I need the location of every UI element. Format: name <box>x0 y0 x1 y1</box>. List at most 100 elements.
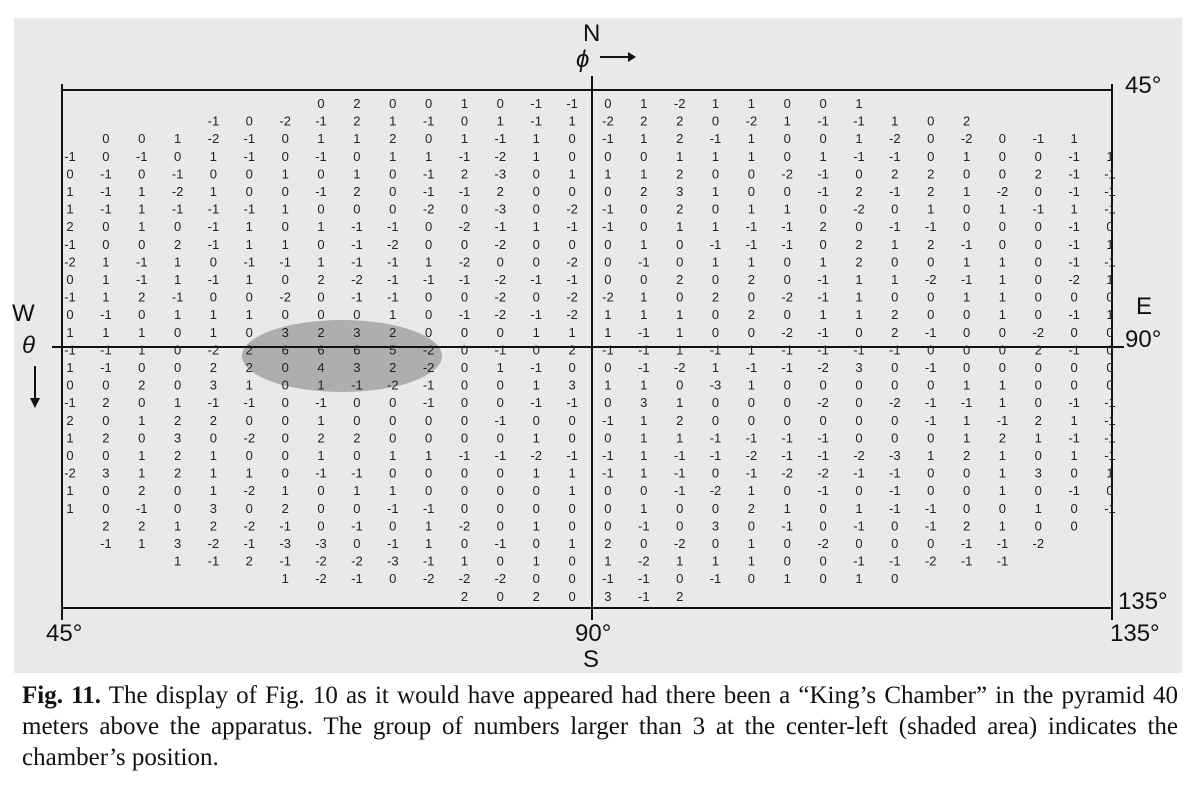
grid-number: -1 <box>674 466 686 481</box>
grid-number: -1 <box>961 536 973 551</box>
grid-number: 1 <box>891 114 898 129</box>
grid-number: 2 <box>676 166 683 181</box>
grid-number: 0 <box>425 466 432 481</box>
grid-number: 0 <box>963 325 970 340</box>
grid-number: 0 <box>891 413 898 428</box>
grid-number: 0 <box>1035 518 1042 533</box>
grid-number: 1 <box>999 290 1006 305</box>
grid-number: 0 <box>497 518 504 533</box>
grid-number: 0 <box>317 307 324 322</box>
grid-number: 0 <box>927 342 934 357</box>
grid-number: 1 <box>210 483 217 498</box>
grid-number: 0 <box>497 378 504 393</box>
grid-number: 0 <box>138 237 145 252</box>
grid-number: -1 <box>781 448 793 463</box>
grid-number: 0 <box>425 307 432 322</box>
grid-number: -1 <box>387 536 399 551</box>
grid-number: -2 <box>853 448 865 463</box>
grid-number: 0 <box>748 518 755 533</box>
grid-number: 0 <box>819 131 826 146</box>
grid-number: -2 <box>495 149 507 164</box>
grid-number: -3 <box>315 536 327 551</box>
grid-number: -1 <box>208 237 220 252</box>
grid-number: 1 <box>533 554 540 569</box>
grid-number: -1 <box>602 448 614 463</box>
grid-number: -2 <box>566 307 578 322</box>
grid-number: 1 <box>174 554 181 569</box>
grid-number: 1 <box>389 114 396 129</box>
grid-number: 1 <box>1035 430 1042 445</box>
grid-number: 0 <box>927 254 934 269</box>
grid-number: 0 <box>855 378 862 393</box>
grid-number: 0 <box>712 413 719 428</box>
grid-number: 0 <box>927 466 934 481</box>
grid-number: -2 <box>566 202 578 217</box>
grid-number: -1 <box>817 483 829 498</box>
grid-number: 1 <box>138 413 145 428</box>
grid-number: 2 <box>102 395 109 410</box>
grid-number: 1 <box>66 483 73 498</box>
grid-number: 0 <box>568 501 575 516</box>
grid-number: 2 <box>568 342 575 357</box>
grid-number: 1 <box>748 131 755 146</box>
grid-number: -1 <box>746 360 758 375</box>
grid-number: -1 <box>889 501 901 516</box>
grid-number: -1 <box>638 325 650 340</box>
grid-number: 0 <box>282 219 289 234</box>
grid-number: 0 <box>102 149 109 164</box>
grid-number: 1 <box>210 149 217 164</box>
grid-number: 1 <box>748 342 755 357</box>
grid-number: 0 <box>712 395 719 410</box>
grid-number: -1 <box>961 395 973 410</box>
grid-number: 2 <box>748 272 755 287</box>
grid-number: 2 <box>317 272 324 287</box>
figure-panel: 0 2 0 0 1 0 -1 -1 0 1 -2 1 1 0 0 1 -1 0 -2 -1 2 1 -1 0 1 -1 1 -2 2 2 0… <box>14 18 1182 673</box>
grid-number: 6 <box>317 342 324 357</box>
grid-number: 1 <box>389 448 396 463</box>
grid-number: 0 <box>676 254 683 269</box>
grid-number: 0 <box>317 501 324 516</box>
grid-number: 0 <box>461 378 468 393</box>
grid-number: 0 <box>533 571 540 586</box>
grid-number: -1 <box>530 272 542 287</box>
grid-number: 0 <box>174 219 181 234</box>
grid-number: -3 <box>279 536 291 551</box>
grid-number: -1 <box>208 554 220 569</box>
grid-number: 0 <box>784 536 791 551</box>
grid-number: 1 <box>138 219 145 234</box>
grid-number: -1 <box>423 501 435 516</box>
grid-number: 1 <box>999 272 1006 287</box>
grid-number: 1 <box>963 290 970 305</box>
grid-number: 0 <box>927 483 934 498</box>
grid-number: 0 <box>174 342 181 357</box>
grid-number: 1 <box>640 166 647 181</box>
grid-number: 1 <box>999 307 1006 322</box>
grid-number: 0 <box>784 413 791 428</box>
tick-135-bottom: 135° <box>1110 620 1160 647</box>
grid-number: 0 <box>568 589 575 604</box>
grid-number: 2 <box>1035 342 1042 357</box>
grid-number: -1 <box>997 413 1009 428</box>
grid-number: 0 <box>640 272 647 287</box>
grid-number: -1 <box>172 290 184 305</box>
grid-number: 1 <box>174 131 181 146</box>
grid-number: 0 <box>533 483 540 498</box>
grid-number: 1 <box>604 307 611 322</box>
grid-number: 1 <box>317 254 324 269</box>
grid-number: -1 <box>387 254 399 269</box>
grid-number: 1 <box>533 466 540 481</box>
grid-number: 0 <box>640 149 647 164</box>
tick-45-left: 45° <box>46 620 83 647</box>
grid-number: 0 <box>353 536 360 551</box>
grid-number: 1 <box>963 184 970 199</box>
grid-number: -1 <box>351 219 363 234</box>
grid-number: 0 <box>568 430 575 445</box>
grid-number: 2 <box>748 501 755 516</box>
grid-number: 2 <box>855 237 862 252</box>
grid-number: 0 <box>210 254 217 269</box>
grid-number: 2 <box>891 166 898 181</box>
grid-number: 0 <box>246 290 253 305</box>
grid-number: 0 <box>317 237 324 252</box>
grid-number: -1 <box>279 554 291 569</box>
grid-number: -1 <box>315 114 327 129</box>
